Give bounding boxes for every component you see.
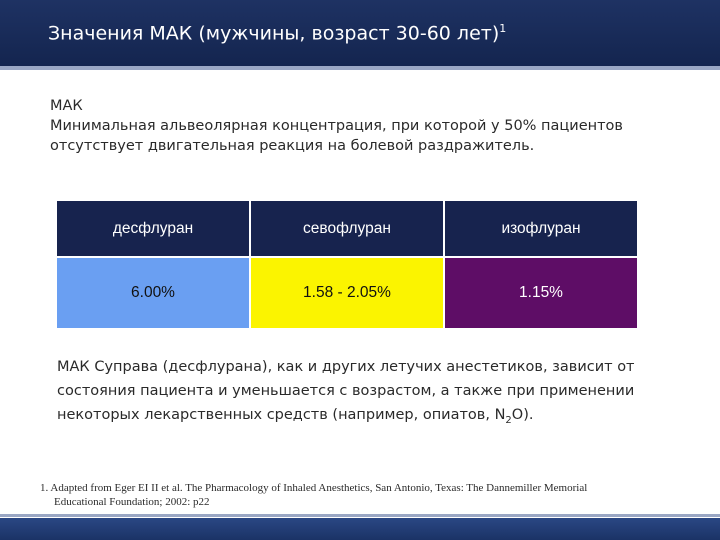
footnote-line-1: 1. Adapted from Eger EI II et al. The Ph… xyxy=(40,482,588,494)
page-title-text: Значения МАК (мужчины, возраст 30-60 лет… xyxy=(48,22,500,45)
note-subscript: 2 xyxy=(505,414,512,426)
header-bar: Значения МАК (мужчины, возраст 30-60 лет… xyxy=(0,0,720,66)
title-footnote-ref: 1 xyxy=(499,22,507,35)
note-text-end: O). xyxy=(511,407,534,423)
page-title: Значения МАК (мужчины, возраст 30-60 лет… xyxy=(48,22,506,44)
table-header-row: десфлуран севофлуран изофлуран xyxy=(55,199,639,258)
value-sevoflurane: 1.58 - 2.05% xyxy=(249,256,445,330)
header-isoflurane: изофлуран xyxy=(443,199,639,258)
note-text: МАК Суправа (десфлурана), как и других л… xyxy=(57,359,635,423)
definition-term: МАК xyxy=(50,98,83,114)
mac-values-table: десфлуран севофлуран изофлуран 6.00% 1.5… xyxy=(55,199,639,330)
footer-bar xyxy=(0,518,720,540)
footnote: 1. Adapted from Eger EI II et al. The Ph… xyxy=(40,481,690,509)
header-desflurane: десфлуран xyxy=(55,199,251,258)
mac-note: МАК Суправа (десфлурана), как и других л… xyxy=(57,355,697,433)
footer-divider xyxy=(0,514,720,517)
value-isoflurane: 1.15% xyxy=(443,256,639,330)
definition-text: Минимальная альвеолярная концентрация, п… xyxy=(50,118,623,154)
value-desflurane: 6.00% xyxy=(55,256,251,330)
header-divider xyxy=(0,66,720,70)
footnote-line-2: Educational Foundation; 2002: p22 xyxy=(54,496,210,508)
mac-definition: МАК Минимальная альвеолярная концентраци… xyxy=(50,96,700,156)
table-value-row: 6.00% 1.58 - 2.05% 1.15% xyxy=(55,256,639,330)
header-sevoflurane: севофлуран xyxy=(249,199,445,258)
